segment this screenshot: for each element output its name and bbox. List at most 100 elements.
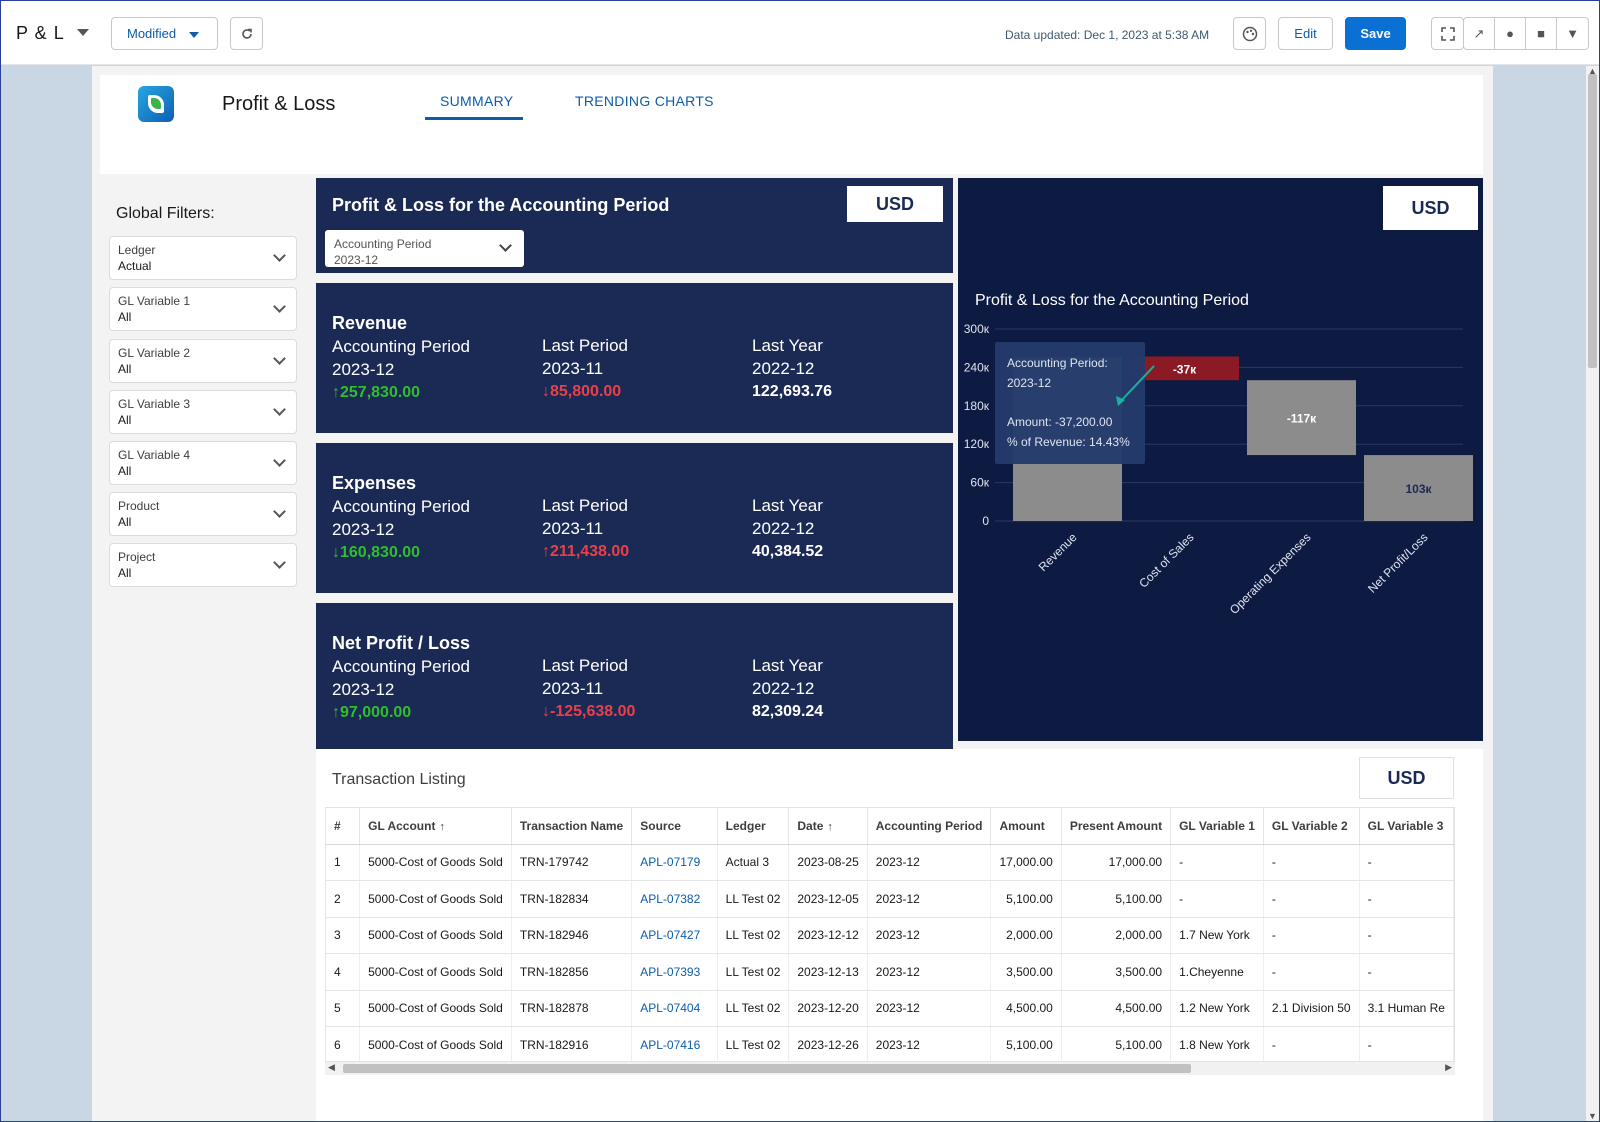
- dashboard-menu-caret-icon[interactable]: [77, 29, 89, 36]
- column-header[interactable]: Date ↑: [788, 808, 868, 845]
- table-horizontal-scrollbar[interactable]: ◀ ▶: [325, 1062, 1455, 1075]
- filter-label: GL Variable 1: [118, 294, 191, 308]
- filter-product[interactable]: Product All: [109, 492, 297, 536]
- chart-currency-badge[interactable]: USD: [1383, 186, 1478, 230]
- palette-icon: [1242, 26, 1257, 41]
- active-tab-indicator: [425, 117, 523, 120]
- theme-button[interactable]: [1233, 17, 1266, 50]
- column-header[interactable]: #: [326, 808, 361, 845]
- filters-title: Global Filters:: [116, 205, 215, 222]
- table-currency-badge[interactable]: USD: [1359, 757, 1454, 799]
- tab-summary[interactable]: SUMMARY: [440, 93, 514, 109]
- tooltip-text: Accounting Period:: [1007, 356, 1108, 370]
- source-link[interactable]: APL-07382: [631, 880, 718, 918]
- column-header[interactable]: Source: [631, 808, 718, 845]
- edit-button[interactable]: Edit: [1278, 17, 1333, 50]
- source-link[interactable]: APL-07416: [631, 1026, 718, 1061]
- chevron-down-icon: [273, 556, 286, 569]
- col-period: 2023-12: [332, 520, 395, 539]
- fullscreen-button[interactable]: [1431, 17, 1464, 50]
- accounting-period-select[interactable]: Accounting Period 2023-12: [325, 230, 524, 267]
- column-header[interactable]: GL Variable 2: [1263, 808, 1360, 845]
- transaction-table-wrapper: # GL Account ↑ Transaction Name Source Ledger…: [325, 807, 1455, 1062]
- transaction-listing: Transaction Listing USD # GL Account ↑ Tran…: [316, 749, 1483, 1122]
- table-cell: -: [1170, 844, 1264, 881]
- column-header[interactable]: GL Variable 1: [1170, 808, 1264, 845]
- filter-label: GL Variable 2: [118, 346, 191, 360]
- filter-gl-variable-4[interactable]: GL Variable 4 All: [109, 441, 297, 485]
- chevron-down-icon: [273, 454, 286, 467]
- table-cell: 1.8 New York: [1170, 1026, 1264, 1061]
- column-header[interactable]: Ledger: [717, 808, 790, 845]
- table-cell: Actual 3: [717, 844, 790, 881]
- filter-ledger[interactable]: Ledger Actual: [109, 236, 297, 280]
- table-cell: TRN-182878: [511, 990, 633, 1027]
- table-cell: 2023-12: [867, 917, 992, 954]
- table-cell: 4,500.00: [990, 990, 1062, 1027]
- filter-gl-variable-2[interactable]: GL Variable 2 All: [109, 339, 297, 383]
- table-cell: 2023-12: [867, 880, 992, 918]
- x-category-label: Cost of Sales: [1136, 530, 1196, 590]
- filter-label: GL Variable 4: [118, 448, 191, 462]
- tab-trending-charts[interactable]: TRENDING CHARTS: [575, 93, 714, 109]
- table-body: 1 5000-Cost of Goods Sold TRN-179742 APL-07…: [326, 844, 1454, 1061]
- filter-label: GL Variable 3: [118, 397, 191, 411]
- expenses-card: Expenses Accounting Period 2023-12 ↓160,83…: [316, 443, 953, 593]
- table-cell: LL Test 02: [717, 880, 790, 918]
- table-cell: 6: [326, 1026, 361, 1061]
- refresh-button[interactable]: [230, 17, 263, 50]
- scrollbar-thumb[interactable]: [1588, 74, 1597, 368]
- filter-gl-variable-1[interactable]: GL Variable 1 All: [109, 287, 297, 331]
- scroll-down-icon[interactable]: ▼: [1588, 1111, 1597, 1121]
- filter-gl-variable-3[interactable]: GL Variable 3 All: [109, 390, 297, 434]
- source-link[interactable]: APL-07179: [631, 844, 718, 881]
- column-header[interactable]: GL Variable 3: [1359, 808, 1454, 845]
- top-bar: P & L Modified Data updated: Dec 1, 2023…: [1, 1, 1599, 65]
- page-scrollbar[interactable]: ▲ ▼: [1586, 66, 1599, 1121]
- hscroll-thumb[interactable]: [343, 1064, 1191, 1073]
- source-link[interactable]: APL-07404: [631, 990, 718, 1027]
- waterfall-bar: [1130, 356, 1239, 381]
- table-cell: 5000-Cost of Goods Sold: [359, 953, 512, 991]
- share-icon[interactable]: ↗: [1464, 18, 1495, 49]
- tooltip-pointer-arrow: [1119, 365, 1155, 403]
- currency-badge[interactable]: USD: [847, 186, 943, 222]
- bell-icon[interactable]: ●: [1495, 18, 1526, 49]
- chevron-down-icon: [273, 352, 286, 365]
- chevron-down-icon[interactable]: ▼: [1566, 26, 1579, 41]
- bar-data-label: 103к: [1405, 482, 1432, 496]
- x-category-label: Net Profit/Loss: [1365, 530, 1431, 596]
- table-cell: 1.2 New York: [1170, 990, 1264, 1027]
- column-header[interactable]: Amount: [990, 808, 1062, 845]
- folder-icon[interactable]: ■: [1526, 18, 1557, 49]
- scroll-up-icon[interactable]: ▲: [1588, 66, 1597, 76]
- waterfall-chart: 0 60к 120к 180к 240к 300к Revenue -37к Cost of S…: [964, 322, 1473, 617]
- table-cell: 1.7 New York: [1170, 917, 1264, 954]
- column-header[interactable]: Transaction Name: [511, 808, 633, 845]
- table-cell: TRN-182834: [511, 880, 633, 918]
- scroll-left-icon[interactable]: ◀: [328, 1062, 335, 1072]
- column-header[interactable]: Accounting Period: [867, 808, 992, 845]
- col-period: 2023-12: [332, 360, 395, 379]
- col-label: Last Year: [752, 656, 823, 675]
- y-tick-label: 120к: [964, 437, 990, 451]
- filter-project[interactable]: Project All: [109, 543, 297, 587]
- source-link[interactable]: APL-07393: [631, 953, 718, 991]
- table-cell: LL Test 02: [717, 953, 790, 991]
- y-tick-label: 0: [982, 514, 989, 528]
- view-state-dropdown[interactable]: Modified: [111, 17, 218, 50]
- scroll-right-icon[interactable]: ▶: [1445, 1062, 1452, 1072]
- save-button[interactable]: Save: [1345, 17, 1406, 50]
- col-value: 122,693.76: [752, 383, 833, 400]
- column-header[interactable]: Present Amount: [1061, 808, 1172, 845]
- column-header[interactable]: GL Account ↑: [359, 808, 512, 845]
- page-title: Profit & Loss: [222, 93, 336, 115]
- bar-data-label: -117к: [1287, 412, 1317, 426]
- source-link[interactable]: APL-07427: [631, 917, 718, 954]
- col-period: 2023-11: [542, 359, 604, 378]
- tooltip-text: % of Revenue: 14.43%: [1007, 435, 1130, 449]
- col-value: 40,384.52: [752, 543, 824, 560]
- table-cell: 5: [326, 990, 361, 1027]
- metric-name: Revenue: [332, 313, 408, 333]
- col-value: ↓160,830.00: [332, 544, 421, 561]
